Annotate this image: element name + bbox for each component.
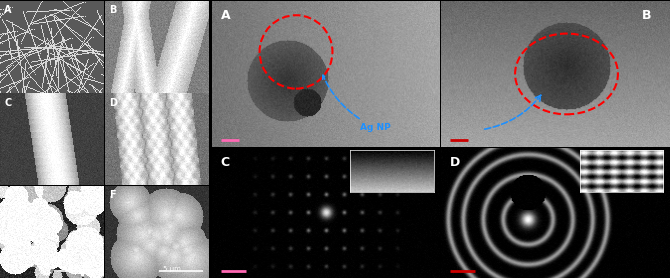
Text: 5 µm: 5 µm — [58, 265, 76, 272]
Text: E: E — [4, 190, 11, 200]
Text: Ag NP: Ag NP — [323, 75, 391, 132]
Text: C: C — [4, 98, 11, 108]
Text: B: B — [642, 9, 651, 22]
Text: D: D — [109, 98, 117, 108]
Text: A: A — [221, 9, 230, 22]
Text: D: D — [450, 156, 460, 169]
Text: B: B — [109, 5, 117, 15]
Text: F: F — [109, 190, 116, 200]
Text: 5 µm: 5 µm — [163, 265, 181, 272]
Text: C: C — [221, 156, 230, 169]
Text: A: A — [4, 5, 11, 15]
